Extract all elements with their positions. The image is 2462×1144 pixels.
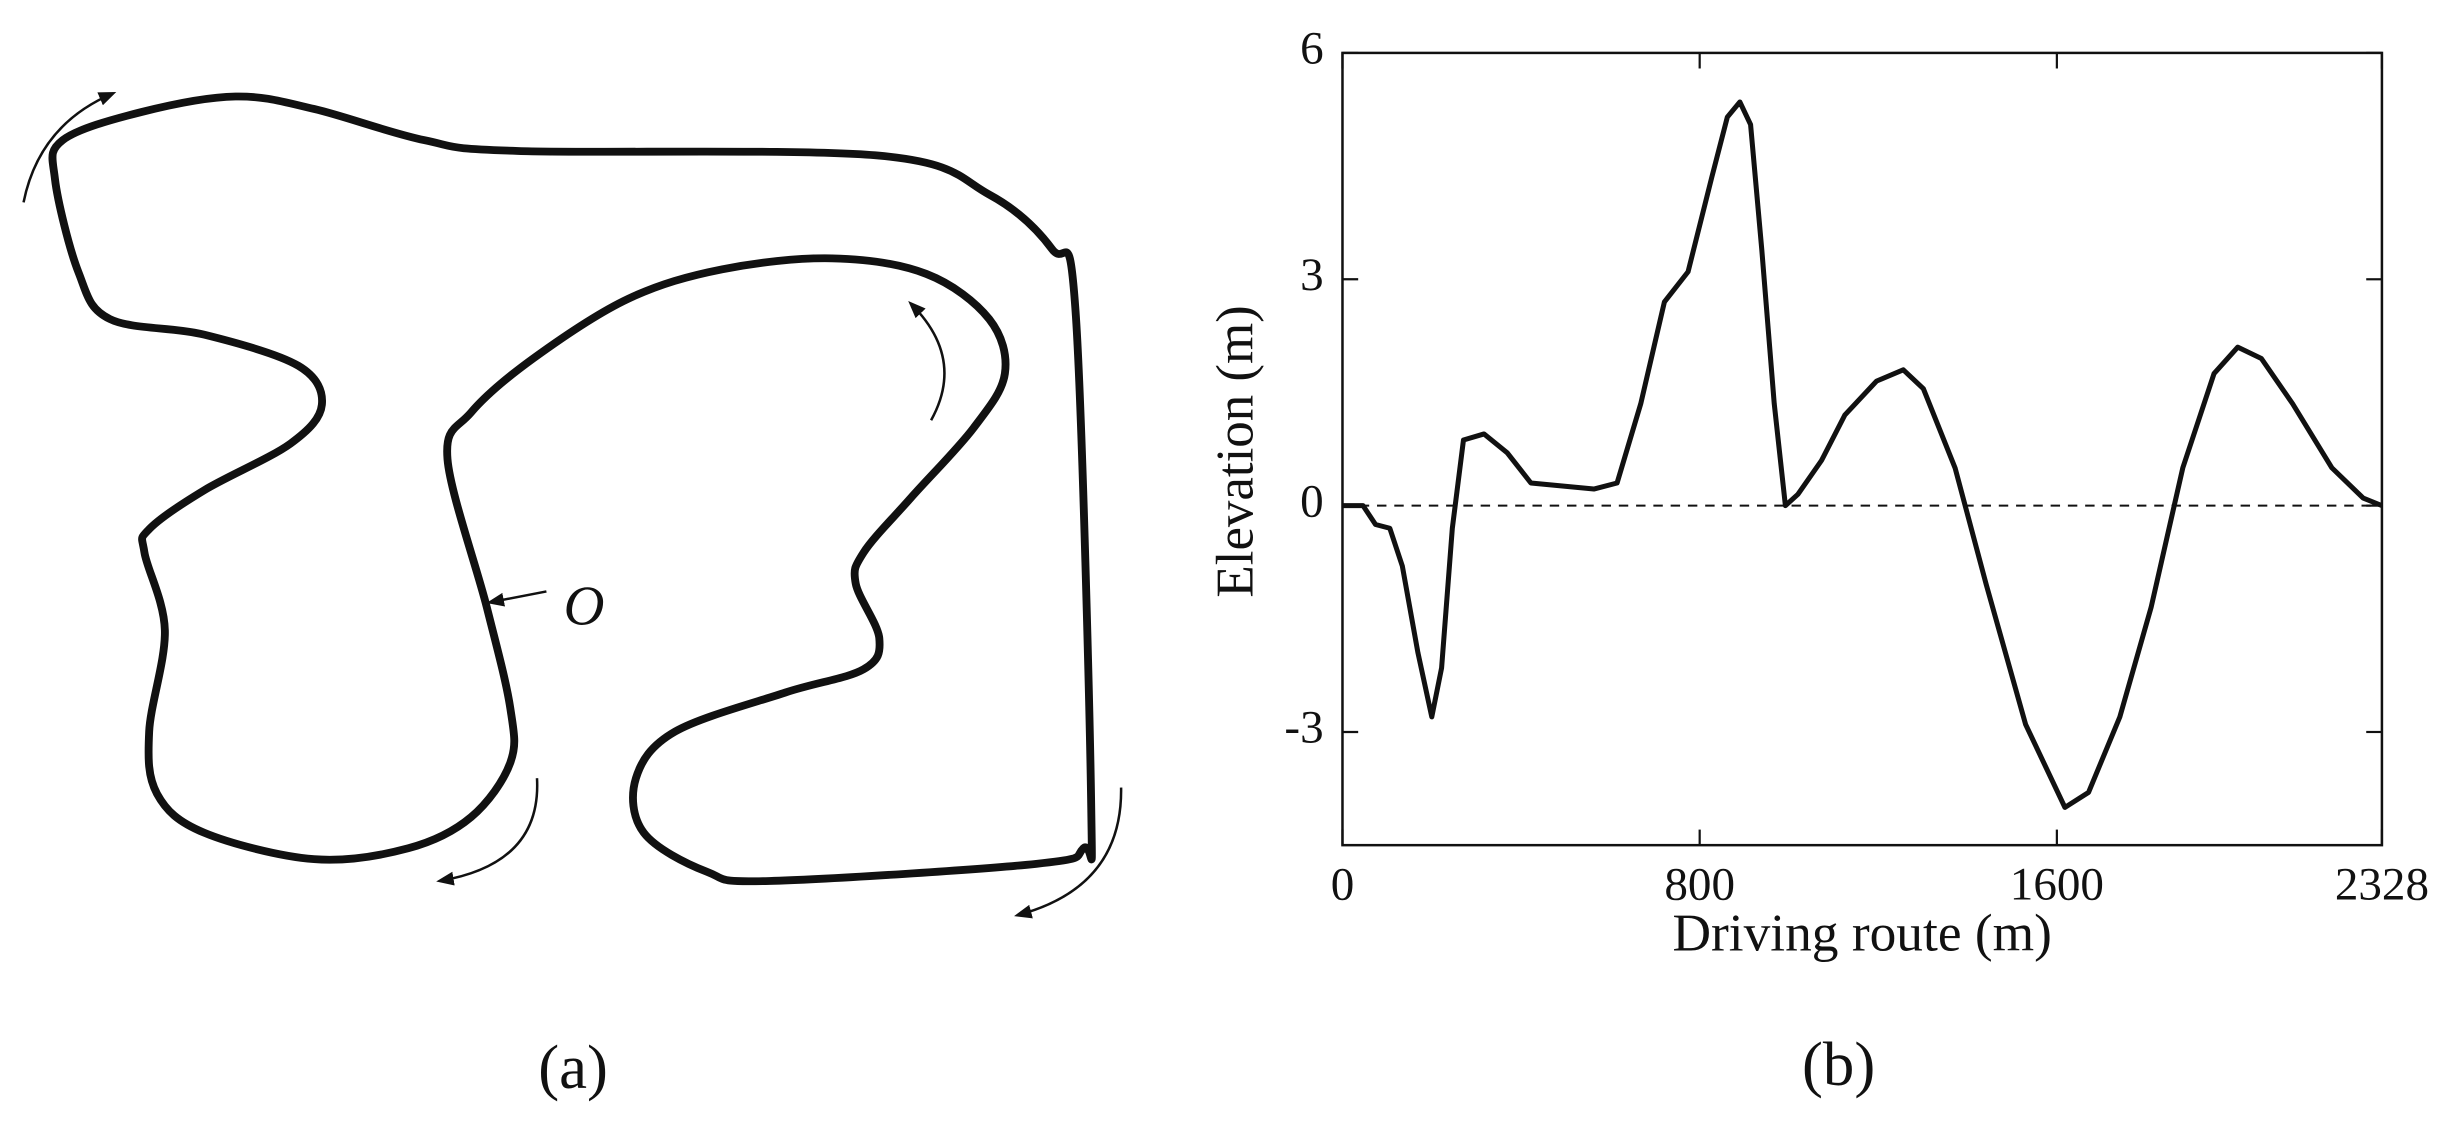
panel-label: (a) [538, 1032, 608, 1102]
panel-label: (b) [1802, 1029, 1875, 1099]
plot-frame [1341, 51, 2384, 847]
direction-arrow [1014, 787, 1123, 919]
y-tick-label: 3 [1300, 249, 1324, 301]
track [48, 92, 1096, 886]
series-line [1342, 99, 2383, 810]
x-tick-label: 800 [1664, 859, 1735, 911]
x-tick-label: 2328 [2335, 859, 2429, 911]
direction-arrow [22, 92, 117, 203]
x-axis-label: Driving route (m) [1672, 905, 2051, 963]
direction-arrow [436, 778, 539, 886]
y-tick-label: 6 [1300, 23, 1324, 75]
line-chart: -3 0 3 6 0 800 1600 2328 Driving route (m) Elevat… [1206, 23, 2429, 1099]
direction-arrow [908, 301, 946, 421]
y-axis-label: Elevation (m) [1206, 305, 1264, 597]
track-diagram: O (a) [22, 92, 1123, 1102]
origin-pointer [486, 590, 547, 607]
origin-label: O [564, 576, 605, 638]
y-tick-label: 0 [1300, 476, 1324, 528]
x-tick-label: 1600 [2010, 859, 2104, 911]
y-tick-label: -3 [1284, 702, 1323, 754]
x-tick-label: 0 [1331, 859, 1355, 911]
